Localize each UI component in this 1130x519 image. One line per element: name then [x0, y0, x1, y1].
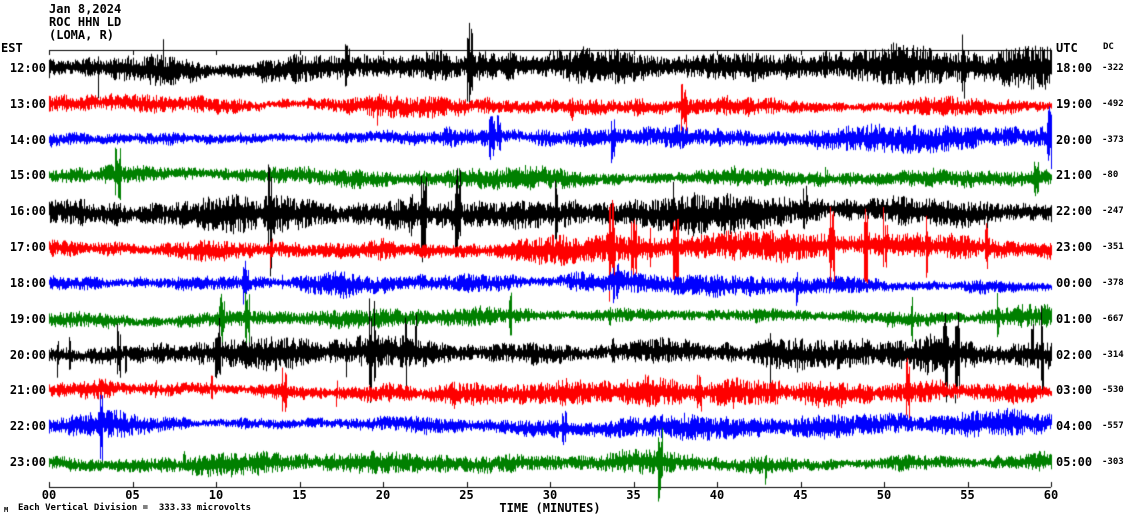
dc-offset-value: -322 [1102, 63, 1124, 73]
dc-offset-value: -378 [1102, 277, 1124, 288]
utc-time-label: 19:00 [1056, 96, 1093, 111]
utc-time-label: 22:00 [1056, 204, 1093, 219]
est-time-label: 21:00 [9, 383, 46, 398]
dc-offset-value: -492 [1102, 98, 1124, 109]
est-time-label: 23:00 [9, 455, 46, 470]
est-time-label: 13:00 [9, 96, 46, 111]
est-time-label: 18:00 [9, 275, 46, 290]
scale-note: Each Vertical Division = 333.33 microvol… [18, 503, 251, 513]
utc-time-label: 18:00 [1056, 61, 1093, 75]
est-time-label: 19:00 [9, 311, 46, 326]
utc-time-label: 05:00 [1056, 455, 1093, 470]
left-timezone-label: EST [1, 41, 23, 55]
est-time-label: 16:00 [9, 204, 46, 219]
utc-time-label: 00:00 [1056, 275, 1093, 290]
dc-offset-value: -80 [1102, 170, 1119, 181]
x-tick-label: 45 [793, 488, 808, 502]
dc-offset-value: -530 [1102, 385, 1124, 396]
est-time-label: 12:00 [9, 61, 46, 75]
utc-time-label: 02:00 [1056, 347, 1093, 362]
dc-offset-value: -373 [1102, 134, 1124, 145]
x-axis-title: TIME (MINUTES) [499, 501, 601, 515]
x-tick-label: 60 [1043, 488, 1059, 502]
utc-time-label: 04:00 [1056, 419, 1093, 434]
dc-offset-value: -247 [1102, 206, 1124, 217]
x-tick-label: 35 [626, 488, 641, 502]
x-tick-label: 55 [960, 488, 975, 502]
x-tick-label: 50 [876, 488, 892, 502]
x-tick-label: 00 [41, 488, 57, 502]
header-station-id: ROC HHN LD [49, 15, 122, 29]
dc-column-label: DC [1103, 42, 1114, 52]
est-time-label: 14:00 [9, 132, 46, 147]
est-time-label: 20:00 [9, 347, 46, 362]
est-time-label: 17:00 [9, 240, 46, 255]
x-tick-label: 15 [292, 488, 307, 502]
x-tick-label: 20 [375, 488, 391, 502]
x-tick-label: 40 [709, 488, 725, 502]
utc-time-label: 20:00 [1056, 132, 1093, 147]
x-tick-label: 05 [125, 488, 140, 502]
est-time-label: 22:00 [9, 419, 46, 434]
right-timezone-label: UTC [1056, 41, 1078, 55]
dc-offset-value: -667 [1102, 313, 1124, 324]
dc-offset-value: -557 [1102, 421, 1124, 432]
utc-time-label: 21:00 [1056, 168, 1093, 183]
dc-offset-value: -303 [1102, 457, 1124, 468]
est-time-label: 15:00 [9, 168, 46, 183]
corner-mark: M [4, 506, 9, 514]
dc-offset-value: -314 [1102, 349, 1124, 360]
header-date: Jan 8,2024 [49, 2, 122, 16]
utc-time-label: 03:00 [1056, 383, 1093, 398]
x-tick-label: 25 [459, 488, 474, 502]
x-tick-label: 30 [542, 488, 558, 502]
x-tick-label: 10 [208, 488, 224, 502]
dc-offset-value: -351 [1102, 242, 1124, 253]
utc-time-label: 01:00 [1056, 311, 1093, 326]
header-station-location: (LOMA, R) [49, 28, 115, 42]
utc-time-label: 23:00 [1056, 240, 1093, 255]
